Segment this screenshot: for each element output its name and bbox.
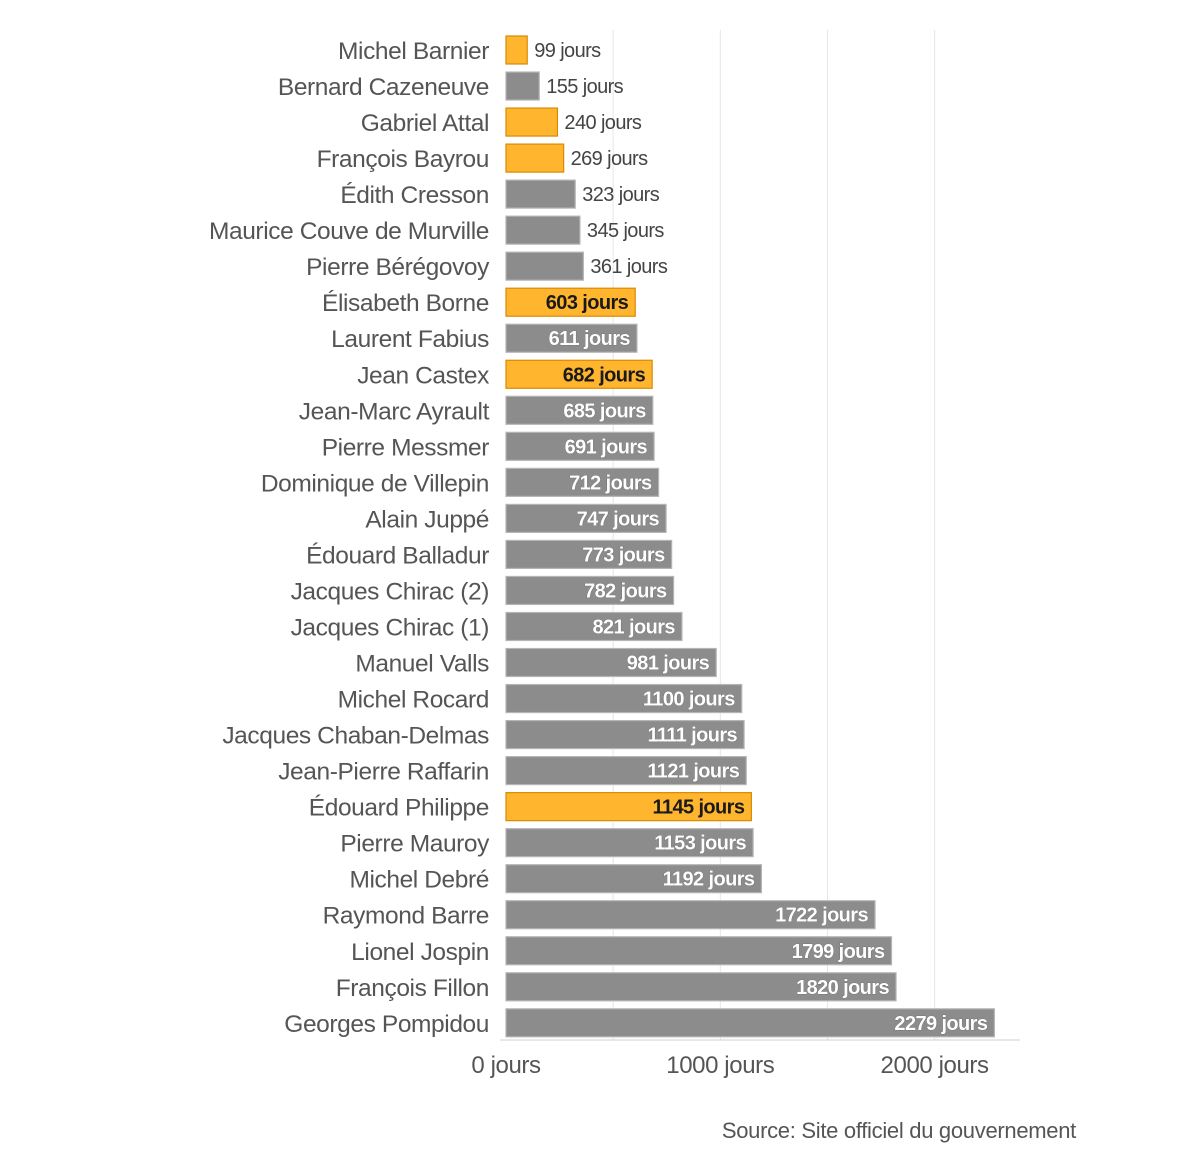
data-label: 682 jours	[563, 364, 646, 386]
category-label: Maurice Couve de Murville	[209, 218, 489, 245]
data-label: 269 jours	[571, 148, 648, 170]
bar	[505, 972, 897, 1002]
bar	[505, 828, 754, 858]
bar	[505, 395, 654, 425]
data-label: 361 jours	[590, 256, 667, 278]
bar	[505, 503, 667, 533]
category-label: François Bayrou	[317, 146, 489, 173]
x-tick-label: 2000 jours	[881, 1052, 989, 1079]
bar	[505, 792, 752, 822]
bar	[505, 215, 581, 245]
bar	[505, 719, 745, 750]
category-label: Michel Debré	[349, 867, 489, 894]
bar	[505, 755, 747, 786]
data-label: 821 jours	[593, 616, 676, 638]
x-tick-label: 1000 jours	[666, 1052, 774, 1079]
category-label: Manuel Valls	[355, 651, 489, 678]
category-label: Édouard Philippe	[309, 795, 489, 822]
category-label: Jean-Pierre Raffarin	[278, 759, 489, 786]
category-label: Michel Rocard	[338, 687, 489, 714]
category-label: Bernard Cazeneuve	[278, 74, 489, 101]
data-label: 99 jours	[534, 40, 601, 62]
source-note: Source: Site officiel du gouvernement	[721, 1118, 1076, 1143]
data-label: 1192 jours	[663, 869, 755, 891]
data-label: 1799 jours	[792, 941, 885, 963]
data-label: 782 jours	[584, 580, 667, 602]
bar	[505, 575, 675, 606]
bar	[505, 539, 673, 570]
data-label: 603 jours	[546, 292, 629, 314]
bar	[505, 323, 638, 353]
data-label: 691 jours	[565, 436, 648, 458]
bar	[505, 683, 743, 714]
bar	[505, 143, 565, 173]
data-label: 1820 jours	[796, 977, 889, 999]
data-label: 345 jours	[587, 220, 664, 242]
category-label: Jacques Chaban-Delmas	[222, 723, 489, 750]
data-label: 1111 jours	[647, 725, 737, 747]
bar	[505, 287, 636, 317]
bar	[505, 251, 584, 281]
bar	[505, 864, 763, 894]
category-label: Gabriel Attal	[361, 110, 489, 137]
data-label: 712 jours	[569, 472, 652, 494]
category-label: Laurent Fabius	[331, 326, 489, 353]
bar	[505, 1008, 995, 1038]
bar	[505, 179, 576, 209]
category-label: Lionel Jospin	[351, 939, 489, 966]
category-label: Raymond Barre	[323, 903, 489, 930]
data-label: 1722 jours	[775, 905, 868, 927]
category-label: Georges Pompidou	[284, 1011, 489, 1038]
category-label: Alain Juppé	[365, 506, 489, 533]
category-label: Pierre Messmer	[322, 434, 490, 461]
category-label: Édouard Balladur	[306, 542, 489, 569]
data-label: 773 jours	[582, 544, 665, 566]
bar	[505, 900, 876, 930]
category-label: Jean Castex	[357, 362, 489, 389]
category-label: François Fillon	[336, 975, 489, 1002]
data-label: 2279 jours	[894, 1013, 987, 1035]
bar	[505, 647, 717, 678]
category-label: Jacques Chirac (2)	[291, 578, 489, 605]
bar	[505, 71, 540, 101]
data-label: 981 jours	[627, 653, 710, 675]
category-label: Jean-Marc Ayrault	[299, 398, 490, 425]
bar	[505, 35, 528, 65]
x-tick-label: 0 jours	[471, 1052, 541, 1079]
data-label: 155 jours	[546, 76, 623, 98]
category-label: Dominique de Villepin	[261, 470, 489, 497]
data-label: 1153 jours	[654, 833, 746, 855]
category-label: Pierre Bérégovoy	[306, 254, 490, 281]
bar	[505, 431, 655, 461]
bar	[505, 359, 653, 389]
bar	[505, 107, 559, 137]
data-label: 685 jours	[563, 400, 646, 422]
data-label: 323 jours	[582, 184, 659, 206]
data-label: 1121 jours	[647, 761, 739, 783]
data-label: 1145 jours	[653, 797, 745, 819]
category-label: Pierre Mauroy	[340, 831, 490, 858]
category-label: Édith Cresson	[340, 182, 489, 209]
category-label: Élisabeth Borne	[322, 290, 489, 317]
data-label: 747 jours	[577, 508, 660, 530]
category-label: Michel Barnier	[338, 38, 489, 65]
data-label: 1100 jours	[643, 689, 735, 711]
bar	[505, 936, 893, 966]
data-label: 240 jours	[564, 112, 641, 134]
bar	[505, 467, 660, 497]
bar	[505, 611, 683, 642]
data-label: 611 jours	[549, 328, 631, 350]
category-label: Jacques Chirac (1)	[291, 614, 489, 641]
